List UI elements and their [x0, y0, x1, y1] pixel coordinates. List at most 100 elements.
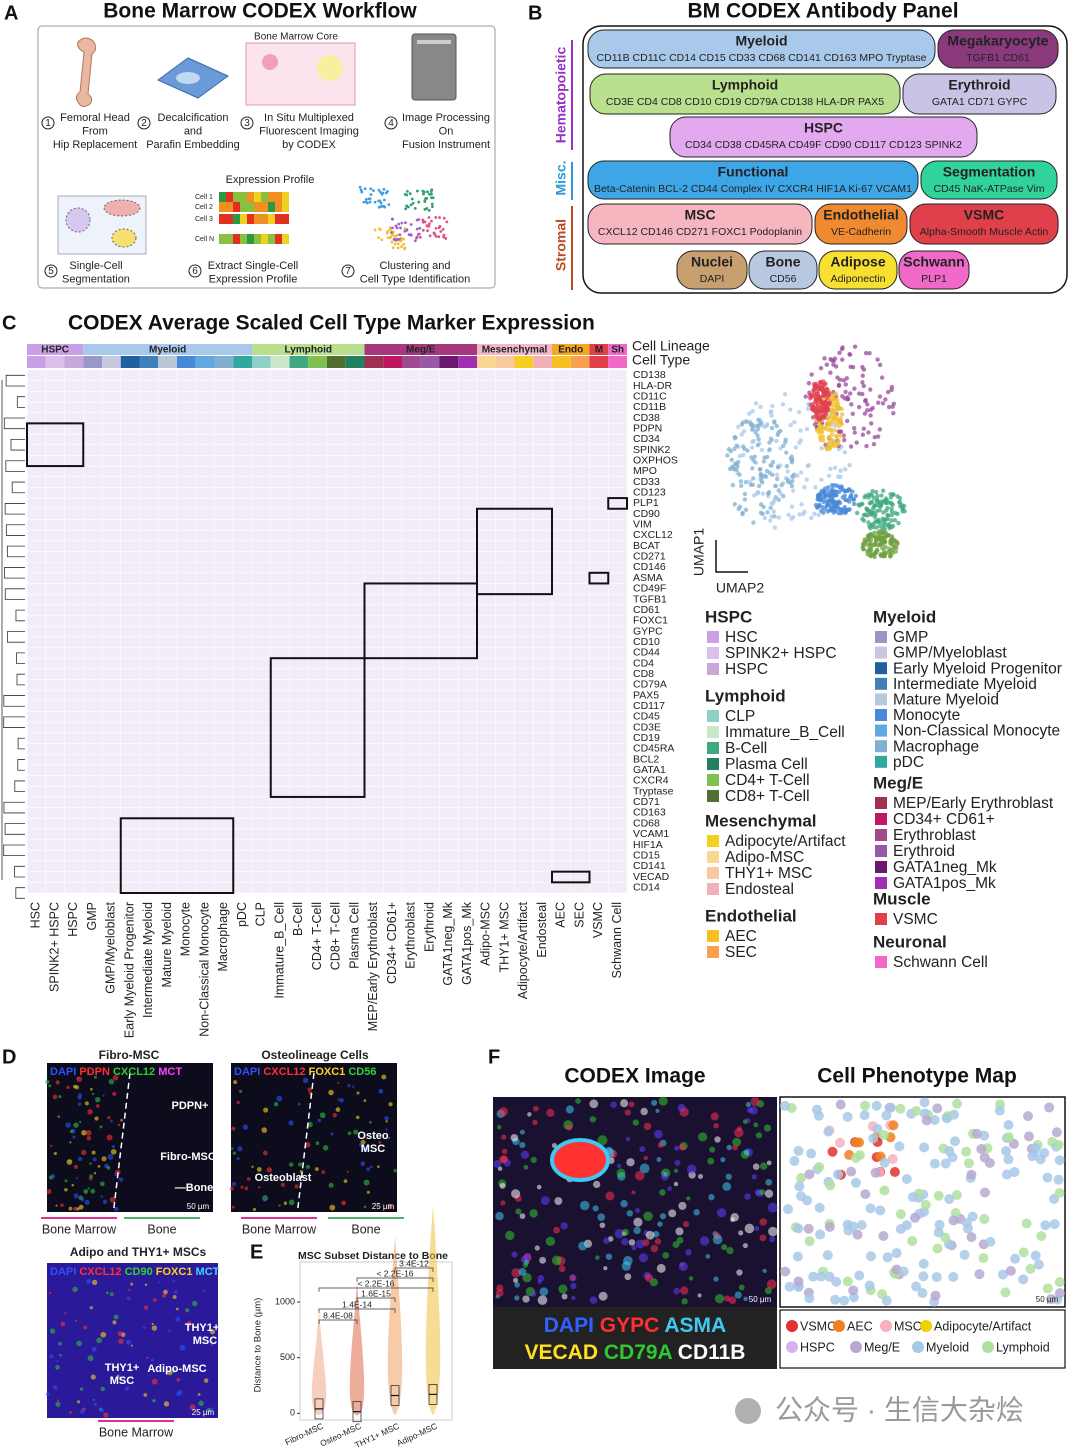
legend-item: Early Myeloid Progenitor — [893, 660, 1062, 677]
umap-dot — [860, 516, 865, 522]
phenotype-cell — [804, 1169, 815, 1180]
core-cell — [317, 55, 343, 81]
umap-dot — [818, 434, 823, 440]
micrograph-texture — [93, 1075, 98, 1079]
codex-texture — [697, 1173, 704, 1180]
umap-dot — [757, 467, 763, 472]
cluster-dot — [393, 242, 397, 246]
micrograph-texture — [385, 1128, 388, 1131]
umap-dot — [834, 483, 840, 488]
legend-swatch — [707, 710, 719, 722]
channel-label: CXCL12 — [113, 1066, 155, 1078]
umap-dot — [847, 352, 852, 357]
phenotype-cell — [783, 1204, 794, 1215]
step-number-circle — [384, 116, 398, 130]
umap-dot — [834, 492, 839, 498]
box-name: Adipose — [830, 254, 885, 270]
codex-texture — [710, 1112, 719, 1121]
umap-dot — [786, 512, 791, 518]
antibody-box — [676, 250, 748, 290]
micrograph-texture — [72, 1286, 78, 1293]
region-label: Bone — [351, 1222, 380, 1236]
cluster-dot — [437, 235, 441, 239]
cluster-dot — [418, 226, 422, 230]
row-label: CXCR4 — [633, 775, 669, 787]
row-label: PDPN — [633, 422, 662, 434]
step-text: and — [184, 125, 202, 137]
codex-texture — [501, 1134, 507, 1140]
umap-dot — [852, 430, 858, 435]
cluster-dot — [427, 224, 431, 228]
micrograph-texture — [79, 1387, 84, 1391]
codex-texture — [605, 1191, 615, 1201]
umap-dot — [726, 447, 732, 452]
phenotype-cell — [929, 1114, 940, 1125]
codex-texture — [656, 1263, 666, 1273]
phenotype-cell — [1000, 1287, 1011, 1298]
legend-swatch — [875, 724, 887, 737]
codex-texture — [518, 1268, 527, 1276]
cluster-dot — [405, 204, 408, 208]
codex-texture — [570, 1282, 577, 1290]
micrograph-texture — [77, 1156, 83, 1162]
umap-dot — [842, 493, 847, 498]
channel-labels: DAPI PDPN CXCL12 MCT — [50, 1066, 182, 1078]
micrograph-texture — [107, 1153, 114, 1160]
umap-dot — [806, 380, 812, 386]
umap-dot — [797, 512, 802, 517]
umap-dot — [767, 447, 772, 452]
dendrogram — [16, 652, 25, 664]
umap-dot — [753, 429, 758, 435]
row-label: CD141 — [633, 860, 666, 872]
micrograph-texture — [244, 1186, 249, 1191]
codex-texture — [558, 1284, 568, 1294]
umap-dot — [866, 430, 871, 435]
umap-dot — [817, 503, 822, 508]
p-value: < 2.2E-16 — [376, 1268, 413, 1278]
codex-texture — [677, 1103, 686, 1112]
micrograph-texture — [363, 1099, 367, 1103]
umap-dot — [831, 510, 837, 515]
umap-dot — [873, 537, 879, 542]
micrograph-texture — [106, 1291, 109, 1295]
phenotype-cell — [1054, 1288, 1065, 1299]
lineage-label: Mesenchymal — [482, 345, 548, 356]
umap-dot — [875, 497, 880, 502]
umap-dot — [831, 392, 836, 398]
micrograph-texture — [186, 1320, 192, 1327]
step-text: Expression Profile — [209, 273, 298, 285]
legend-swatch — [707, 726, 719, 738]
umap-dot — [729, 457, 734, 463]
umap-dot — [803, 394, 808, 399]
phenotype-cell — [848, 1285, 859, 1296]
codex-texture — [764, 1287, 772, 1295]
micrograph-texture — [102, 1199, 108, 1205]
codex-texture — [589, 1116, 597, 1123]
legend-swatch — [707, 867, 719, 879]
micrograph-texture — [144, 1283, 148, 1286]
codex-texture — [742, 1243, 748, 1249]
lineage-label: M — [595, 345, 603, 356]
micrograph-texture — [74, 1319, 78, 1322]
micrograph-texture — [83, 1189, 89, 1195]
legend-swatch — [875, 956, 887, 968]
umap-dot — [847, 499, 852, 504]
phenotype-cell — [948, 1215, 959, 1226]
phenotype-cell — [1040, 1220, 1051, 1231]
legend-title: Mesenchymal — [705, 811, 817, 830]
cluster-dot — [391, 246, 395, 250]
phenotype-cell — [887, 1154, 898, 1165]
p-value: 1.6E-15 — [361, 1288, 391, 1298]
phenotype-cell — [1003, 1119, 1014, 1130]
cell-type-bar — [64, 356, 84, 368]
box-markers: CD45 NaK-ATPase Vim — [933, 183, 1044, 195]
legend-swatch — [707, 851, 719, 863]
codex-texture — [762, 1268, 767, 1274]
phenotype-cell — [910, 1212, 921, 1223]
umap-dot — [837, 377, 843, 382]
umap-dot — [773, 495, 779, 500]
cell-type-bar — [514, 356, 534, 368]
chart-title: MSC Subset Distance to Bone — [298, 1250, 448, 1262]
cluster-dot — [390, 240, 394, 244]
row-label: CD163 — [633, 807, 666, 819]
